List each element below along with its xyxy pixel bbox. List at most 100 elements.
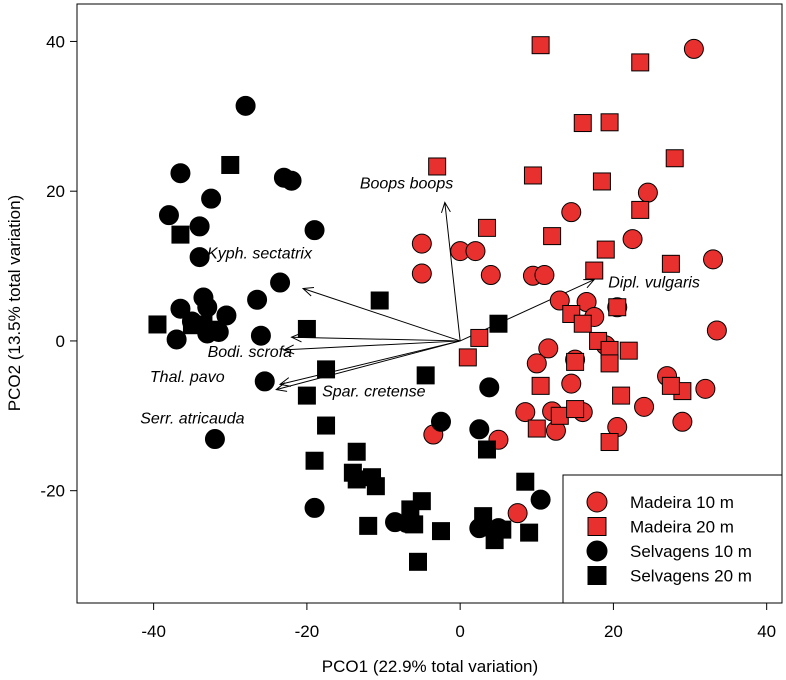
vector-label: Spar. cretense xyxy=(322,383,426,400)
vector-line xyxy=(279,340,461,385)
vector-arrowhead xyxy=(282,344,295,355)
legend-label: Madeira 10 m xyxy=(630,493,734,512)
data-point xyxy=(359,516,378,535)
x-tick-label: 40 xyxy=(757,622,776,641)
data-point xyxy=(527,419,546,438)
data-point xyxy=(304,220,325,241)
data-point xyxy=(221,155,240,174)
data-point xyxy=(622,229,643,250)
data-points xyxy=(148,36,727,571)
data-point xyxy=(530,489,551,510)
vector-line xyxy=(283,340,461,351)
data-point xyxy=(507,503,528,524)
x-axis-label: PCO1 (22.9% total variation) xyxy=(322,657,538,676)
data-point xyxy=(485,531,504,550)
data-point xyxy=(401,500,420,519)
data-point xyxy=(304,497,325,518)
data-point xyxy=(428,157,447,176)
vector-arrowhead xyxy=(440,201,451,214)
data-point xyxy=(370,291,389,310)
data-point xyxy=(317,416,336,435)
data-point xyxy=(347,470,366,489)
vector-arrowhead xyxy=(301,286,315,297)
data-point xyxy=(523,166,542,185)
data-point xyxy=(254,371,275,392)
vector-line xyxy=(444,202,461,341)
vector-labels: Boops boops Kyph. sectatrix Dipl. vulgaris… xyxy=(140,175,700,427)
vector-label: Serr. atricauda xyxy=(140,411,244,428)
data-point xyxy=(480,265,501,286)
data-point xyxy=(600,113,619,132)
vector-line xyxy=(302,288,461,342)
data-point xyxy=(608,298,627,317)
axis-ticks: -40 -20 0 20 40 -20 0 20 40 xyxy=(40,32,776,641)
x-tick-label: -20 xyxy=(295,622,320,641)
data-point xyxy=(474,507,493,526)
data-point xyxy=(683,38,704,59)
vector-line xyxy=(276,340,461,391)
data-point xyxy=(538,338,559,359)
data-point xyxy=(600,354,619,373)
legend-marker xyxy=(587,566,607,585)
vector-label: Bodi. scrofa xyxy=(208,344,293,361)
data-point xyxy=(170,298,191,319)
data-point xyxy=(317,360,336,379)
data-point xyxy=(197,297,218,318)
data-point xyxy=(585,261,604,280)
data-point xyxy=(534,265,555,286)
data-point xyxy=(515,402,536,423)
legend-marker xyxy=(587,517,607,536)
data-point xyxy=(703,249,724,270)
data-point xyxy=(216,305,237,326)
data-point xyxy=(411,233,432,254)
data-point xyxy=(520,523,539,542)
vector-line xyxy=(291,336,461,342)
data-point xyxy=(596,240,615,259)
data-point xyxy=(297,319,316,338)
x-tick-label: -40 xyxy=(141,622,166,641)
data-point xyxy=(201,188,222,209)
data-point xyxy=(619,341,638,360)
data-point xyxy=(247,289,268,310)
data-point xyxy=(250,325,271,346)
data-point xyxy=(305,451,324,470)
legend-marker xyxy=(586,540,608,562)
data-point xyxy=(158,205,179,226)
data-point xyxy=(470,328,489,347)
vector-label: Thal. pavo xyxy=(150,369,225,386)
data-point xyxy=(148,315,167,334)
data-point xyxy=(573,314,592,333)
data-point xyxy=(561,373,582,394)
data-point xyxy=(189,247,210,268)
data-point xyxy=(637,182,658,203)
y-tick-label: 20 xyxy=(46,182,65,201)
data-point xyxy=(469,419,490,440)
data-point xyxy=(706,320,727,341)
legend-marker xyxy=(586,491,608,513)
data-point xyxy=(477,218,496,237)
data-point xyxy=(665,149,684,168)
data-point xyxy=(600,433,619,452)
data-point xyxy=(573,114,592,133)
data-point xyxy=(297,386,316,405)
data-point xyxy=(531,376,550,395)
data-point xyxy=(695,378,716,399)
data-point xyxy=(430,411,451,432)
data-point xyxy=(516,472,535,491)
data-point xyxy=(170,163,191,184)
data-point xyxy=(634,396,655,417)
data-point xyxy=(612,386,631,405)
y-tick-label: 0 xyxy=(56,332,65,351)
data-point xyxy=(550,406,569,425)
data-point xyxy=(409,552,428,571)
data-point xyxy=(171,225,190,244)
vector-label: Dipl. vulgaris xyxy=(608,275,700,292)
legend-label: Selvagens 10 m xyxy=(630,542,752,561)
data-point xyxy=(366,477,385,496)
data-point xyxy=(531,36,550,55)
data-point xyxy=(543,227,562,246)
data-point xyxy=(270,272,291,293)
legend-label: Madeira 20 m xyxy=(630,518,734,537)
x-tick-label: 20 xyxy=(604,622,623,641)
